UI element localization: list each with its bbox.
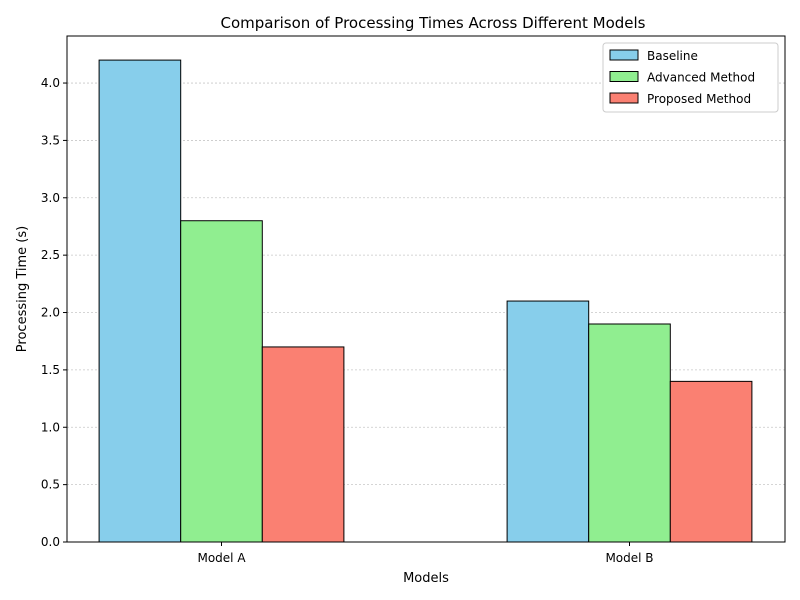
y-tick-label: 2.0: [41, 306, 60, 320]
legend-swatch: [609, 92, 639, 104]
bar: [261, 346, 345, 543]
legend-label: Baseline: [647, 49, 698, 63]
y-axis-label: Processing Time (s): [15, 226, 30, 352]
y-tick-label: 3.5: [41, 133, 60, 147]
x-axis: Model A Model B: [197, 542, 654, 565]
bar: [669, 380, 753, 543]
bar: [98, 59, 182, 543]
legend-frame: [602, 42, 779, 113]
legend-swatch: [609, 71, 639, 82]
bar: [506, 300, 590, 543]
legend-swatch: [609, 49, 639, 61]
plot-frame: [66, 35, 786, 543]
x-tick-label: Model A: [197, 551, 246, 565]
bar: [180, 220, 263, 543]
legend-label: Proposed Method: [647, 92, 751, 106]
chart-title: Comparison of Processing Times Across Di…: [221, 14, 646, 32]
y-tick-label: 0.0: [41, 535, 60, 549]
y-tick-label: 4.0: [41, 76, 60, 90]
y-tick-label: 1.0: [41, 420, 60, 434]
bars: [98, 59, 753, 543]
y-tick-label: 3.0: [41, 191, 60, 205]
x-tick-label: Model B: [605, 551, 653, 565]
y-tick-label: 0.5: [41, 478, 60, 492]
legend-label: Advanced Method: [647, 71, 755, 85]
bar: [588, 323, 671, 543]
y-tick-label: 1.5: [41, 363, 60, 377]
legend: Baseline Advanced Method Proposed Method: [602, 42, 779, 113]
y-axis: 0.0 0.5 1.0 1.5 2.0 2.5 3.0 3.5 4.0: [41, 76, 67, 549]
y-tick-label: 2.5: [41, 248, 60, 262]
x-axis-label: Models: [403, 571, 449, 586]
